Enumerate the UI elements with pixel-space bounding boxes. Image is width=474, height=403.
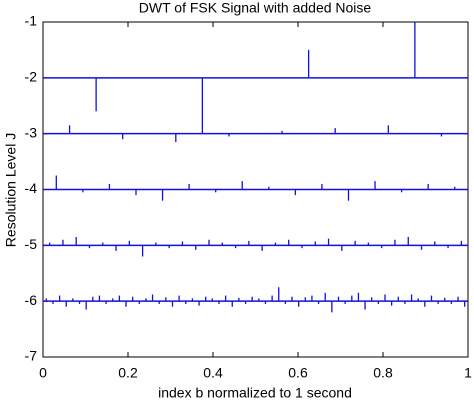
x-tick-label: 0.8 (373, 365, 393, 381)
y-tick-label: -3 (25, 124, 38, 140)
y-tick-label: -4 (25, 180, 38, 196)
x-tick-label: 1 (464, 365, 472, 381)
y-axis-label: Resolution Level J (3, 133, 19, 247)
y-tick-label: -7 (25, 348, 38, 364)
y-tick-label: -6 (25, 292, 38, 308)
x-axis-label: index b normalized to 1 second (158, 385, 352, 401)
x-tick-label: 0 (39, 365, 47, 381)
y-tick-label: -5 (25, 236, 38, 252)
chart-title: DWT of FSK Signal with added Noise (139, 0, 372, 16)
y-tick-label: -2 (25, 69, 38, 85)
x-tick-label: 0.4 (203, 365, 223, 381)
y-tick-label: -1 (25, 13, 38, 29)
x-tick-label: 0.6 (288, 365, 308, 381)
x-tick-label: 0.2 (118, 365, 138, 381)
